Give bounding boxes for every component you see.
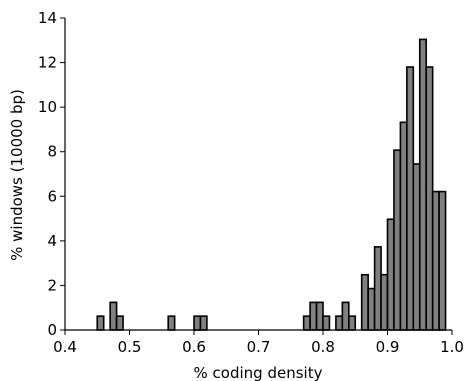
x-tick-label: 0.6 — [182, 338, 206, 356]
histogram-bar — [360, 273, 369, 331]
histogram-bar — [399, 121, 408, 331]
y-axis-title: % windows (10000 bp) — [8, 89, 26, 261]
histogram-bar — [373, 246, 382, 331]
histogram-bar — [315, 301, 324, 331]
y-tick-label: 12 — [38, 54, 57, 72]
histogram-bar — [393, 149, 402, 331]
histogram-bar — [418, 38, 427, 331]
histogram-bar — [341, 301, 350, 331]
histogram-bar — [109, 301, 118, 331]
y-tick-label: 0 — [47, 321, 57, 339]
x-tick-label: 0.8 — [311, 338, 335, 356]
histogram-bar — [412, 163, 421, 331]
histogram-bar — [406, 66, 415, 331]
histogram-bar — [309, 301, 318, 331]
histogram-bar — [335, 315, 344, 331]
histogram-bar — [322, 315, 331, 331]
x-axis-title: % coding density — [194, 364, 323, 381]
histogram-bar — [438, 190, 447, 331]
histogram-bar — [367, 287, 376, 331]
x-tick-label: 0.4 — [53, 338, 77, 356]
x-tick-label: 0.7 — [247, 338, 271, 356]
histogram-bar — [96, 315, 105, 331]
ticks-layer: 0.4 0.5 0.6 0.7 0.8 0.9 1.0 0 2 4 6 8 10 12 14 — [38, 9, 464, 356]
y-tick-label: 10 — [38, 98, 57, 116]
y-tick-label: 14 — [38, 9, 57, 27]
histogram-bar — [115, 315, 124, 331]
bars-layer — [96, 38, 447, 331]
histogram-bar — [425, 66, 434, 331]
histogram-bar — [193, 315, 202, 331]
histogram-bar — [380, 273, 389, 331]
histogram-bar — [431, 190, 440, 331]
x-tick-label: 0.5 — [118, 338, 142, 356]
histogram-bar — [386, 218, 395, 331]
histogram-bar — [347, 315, 357, 331]
histogram-bar — [199, 315, 208, 331]
y-tick-label: 2 — [47, 276, 57, 294]
y-tick-label: 8 — [47, 143, 57, 161]
histogram-bar — [302, 315, 311, 331]
y-tick-label: 6 — [47, 187, 57, 205]
y-tick-label: 4 — [47, 232, 57, 250]
x-tick-label: 1.0 — [440, 338, 464, 356]
histogram-bar — [167, 315, 176, 331]
x-tick-label: 0.9 — [376, 338, 400, 356]
